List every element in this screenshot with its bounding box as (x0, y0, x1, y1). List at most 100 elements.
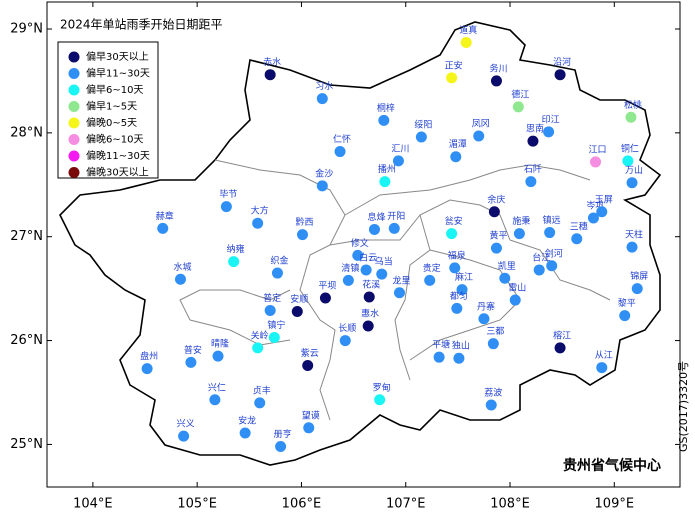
region-borders (179, 159, 611, 421)
station-label: 湄潭 (449, 139, 467, 150)
station (212, 350, 224, 362)
station (424, 274, 436, 286)
station-label: 贞丰 (253, 384, 271, 396)
station-label: 清镇 (341, 262, 359, 274)
legend-label: 偏晚6~10天 (86, 133, 143, 146)
station (157, 222, 169, 234)
station (415, 131, 427, 143)
station (433, 351, 445, 363)
station-label: 榕江 (553, 329, 571, 341)
station-label: 息烽 (367, 211, 385, 223)
station-label: 万山 (625, 165, 643, 176)
station-label: 玉屏 (595, 194, 613, 205)
station-label: 麻江 (455, 271, 473, 283)
y-tick-label: 25°N (10, 437, 43, 452)
station (451, 302, 463, 314)
station-label: 盘州 (140, 350, 158, 362)
station-label: 德江 (511, 88, 529, 100)
station (622, 155, 634, 167)
station (209, 394, 221, 406)
station (485, 399, 497, 411)
station (596, 362, 608, 374)
station (378, 114, 390, 126)
station (252, 217, 264, 229)
station (296, 229, 308, 241)
station (509, 294, 521, 306)
station-label: 长顺 (338, 322, 356, 334)
y-tick-label: 28°N (10, 125, 43, 140)
station (275, 440, 287, 452)
station-label: 兴仁 (208, 381, 226, 393)
station (488, 206, 500, 218)
station (268, 331, 280, 343)
station (239, 427, 251, 439)
station (513, 228, 525, 240)
station (625, 111, 637, 123)
station-label: 兴义 (177, 419, 195, 430)
station-label: 习水 (315, 80, 333, 92)
station (512, 101, 524, 113)
map-number: GS(2017)3320号 (677, 361, 690, 452)
station-label: 天柱 (625, 229, 643, 241)
station-label: 晴隆 (211, 338, 229, 350)
station-label: 关岭 (251, 329, 269, 341)
station (316, 180, 328, 192)
station-label: 乌当 (375, 256, 393, 268)
station-label: 金沙 (315, 167, 333, 179)
station-label: 台江 (532, 251, 550, 263)
legend-label: 偏晚30天以上 (86, 166, 149, 179)
x-tick-label: 104°E (73, 497, 113, 512)
station (141, 363, 153, 375)
station (316, 93, 328, 105)
station-label: 石阡 (524, 164, 542, 175)
station-label: 罗甸 (373, 381, 391, 393)
station-label: 荔波 (484, 386, 502, 398)
station (554, 342, 566, 354)
station (460, 37, 472, 49)
legend-label: 偏早30天以上 (86, 50, 149, 63)
station (446, 228, 458, 240)
station-label: 平坝 (318, 280, 336, 291)
station-label: 铜仁 (621, 142, 639, 154)
station-label: 普定 (263, 292, 281, 304)
legend-swatch (68, 134, 80, 145)
station (393, 287, 405, 299)
station (490, 242, 502, 254)
map-title: 2024年单站雨季开始日期距平 (60, 18, 223, 32)
x-tick-label: 107°E (386, 497, 426, 512)
station (339, 335, 351, 347)
station-label: 织金 (270, 255, 288, 267)
legend-swatch (68, 167, 80, 178)
station-label: 安顺 (290, 293, 308, 305)
station (453, 352, 465, 364)
legend-swatch (68, 84, 80, 96)
station (254, 397, 266, 409)
station (363, 291, 375, 303)
station-label: 务川 (489, 62, 507, 74)
station (473, 130, 485, 142)
station-label: 惠水 (361, 308, 379, 320)
station-label: 镇宁 (267, 319, 285, 331)
station-label: 大方 (251, 205, 269, 217)
station-label: 松桃 (624, 99, 642, 111)
legend-swatch (68, 117, 80, 129)
x-tick-label: 106°E (282, 497, 322, 512)
station-label: 赤水 (263, 56, 281, 68)
station-label: 黔西 (295, 216, 313, 228)
station-label: 绥阳 (414, 120, 432, 131)
station (619, 310, 631, 322)
station-label: 册亨 (274, 428, 292, 440)
station-label: 沿河 (553, 56, 571, 68)
legend-label: 偏晚11~30天 (86, 149, 150, 162)
station-label: 道真 (459, 24, 477, 36)
station-label: 丹寨 (477, 300, 495, 312)
station-label: 锦屏 (630, 270, 648, 282)
station-label: 紫云 (301, 348, 319, 359)
station (456, 284, 468, 296)
station-label: 花溪 (362, 278, 380, 290)
x-tick-label: 108°E (490, 497, 530, 512)
y-tick-label: 29°N (10, 22, 43, 37)
station-label: 毕节 (219, 188, 237, 200)
station-label: 开阳 (387, 211, 405, 222)
station-label: 修文 (351, 237, 369, 249)
